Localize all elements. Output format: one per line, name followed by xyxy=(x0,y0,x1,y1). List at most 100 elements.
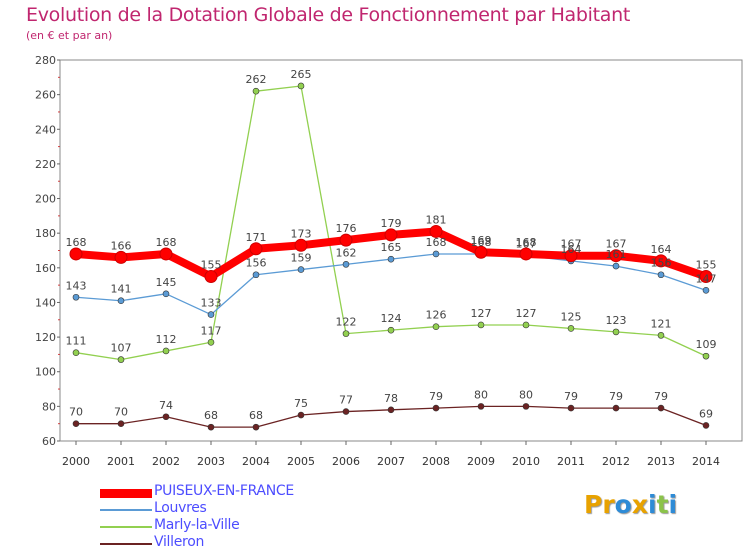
series-marly-la-ville xyxy=(72,82,710,363)
data-point xyxy=(657,332,665,339)
data-point xyxy=(387,326,395,334)
data-label: 156 xyxy=(246,257,267,270)
data-label: 69 xyxy=(699,407,713,420)
data-point xyxy=(207,338,215,346)
data-point xyxy=(522,403,530,410)
data-label: 173 xyxy=(291,227,312,240)
data-label: 123 xyxy=(606,314,627,327)
x-tick-label: 2005 xyxy=(287,455,315,468)
data-label: 145 xyxy=(156,276,177,289)
data-point xyxy=(432,404,440,412)
data-label: 181 xyxy=(426,213,447,226)
logo-letter: r xyxy=(602,490,615,519)
x-tick-label: 2010 xyxy=(512,455,540,468)
data-label: 70 xyxy=(114,406,128,419)
data-label: 124 xyxy=(381,312,402,325)
data-label: 79 xyxy=(429,390,443,403)
data-point xyxy=(342,330,350,337)
data-point xyxy=(567,325,575,332)
data-point xyxy=(294,238,308,252)
data-label: 79 xyxy=(609,390,623,403)
data-label: 79 xyxy=(654,390,668,403)
data-point xyxy=(117,297,125,305)
series-louvres xyxy=(72,250,710,318)
y-tick-label: 100 xyxy=(35,366,56,379)
data-label: 176 xyxy=(336,222,357,235)
data-label: 162 xyxy=(336,246,357,259)
data-label: 155 xyxy=(201,258,222,271)
data-label: 78 xyxy=(384,392,398,405)
data-label: 171 xyxy=(246,231,267,244)
legend-label: Villeron xyxy=(154,534,205,550)
data-label: 111 xyxy=(66,335,87,348)
data-point xyxy=(249,242,263,256)
logo-letter: P xyxy=(584,490,603,519)
data-point xyxy=(342,408,350,415)
chart-title: Evolution de la Dotation Globale de Fonc… xyxy=(26,4,631,26)
data-label: 156 xyxy=(651,257,672,270)
data-point xyxy=(474,245,488,259)
data-point xyxy=(702,422,710,429)
data-label: 168 xyxy=(66,236,87,249)
data-point xyxy=(432,250,440,258)
data-point xyxy=(342,261,350,268)
data-point xyxy=(567,404,575,412)
data-point xyxy=(702,352,710,360)
data-point xyxy=(564,249,578,263)
data-point xyxy=(429,224,443,238)
x-tick-label: 2013 xyxy=(647,455,675,468)
data-point xyxy=(384,228,398,242)
data-label: 169 xyxy=(471,234,492,247)
data-label: 164 xyxy=(561,243,582,256)
y-tick-label: 120 xyxy=(35,331,56,344)
data-label: 168 xyxy=(426,236,447,249)
series-villeron xyxy=(72,403,710,431)
data-point xyxy=(519,247,533,261)
data-point xyxy=(114,250,128,264)
y-tick-label: 200 xyxy=(35,193,56,206)
x-tick-label: 2001 xyxy=(107,455,135,468)
data-label: 143 xyxy=(66,279,87,292)
data-point xyxy=(252,423,260,431)
data-point xyxy=(69,247,83,261)
axes: 60 80 100 120 140 160 180 200 220 240 260 280 2000 20… xyxy=(35,54,743,468)
data-point xyxy=(609,249,623,263)
data-label: 133 xyxy=(201,297,222,310)
data-label: 165 xyxy=(381,241,402,254)
data-point xyxy=(522,321,530,329)
x-tick-label: 2007 xyxy=(377,455,405,468)
data-point xyxy=(72,293,80,301)
y-tick-label: 160 xyxy=(35,262,56,275)
data-point xyxy=(702,287,710,294)
data-label: 80 xyxy=(519,388,533,401)
data-point xyxy=(657,404,665,412)
data-point xyxy=(387,406,395,414)
data-label: 80 xyxy=(474,388,488,401)
y-tick-label: 180 xyxy=(35,227,56,240)
legend-label: Marly-la-Ville xyxy=(154,517,240,533)
data-label: 68 xyxy=(204,409,218,422)
data-point xyxy=(387,255,395,263)
data-label: 77 xyxy=(339,394,353,407)
data-point xyxy=(699,269,713,283)
data-label: 168 xyxy=(471,236,492,249)
data-point xyxy=(117,420,125,427)
legend-swatch xyxy=(100,543,152,545)
y-tick-label: 60 xyxy=(42,435,56,448)
data-point xyxy=(657,271,665,279)
x-tick-label: 2009 xyxy=(467,455,495,468)
data-point xyxy=(204,269,218,283)
data-point xyxy=(612,404,620,412)
data-label: 155 xyxy=(696,258,717,271)
data-point xyxy=(117,356,125,363)
legend-label: PUISEUX-EN-FRANCE xyxy=(154,483,294,499)
x-tick-label: 2006 xyxy=(332,455,360,468)
logo-letter: i xyxy=(648,490,657,519)
data-point xyxy=(612,262,620,270)
data-point xyxy=(297,411,305,419)
data-label: 112 xyxy=(156,333,177,346)
data-label: 167 xyxy=(516,238,537,251)
data-label: 117 xyxy=(201,324,222,337)
data-label: 122 xyxy=(336,316,357,329)
